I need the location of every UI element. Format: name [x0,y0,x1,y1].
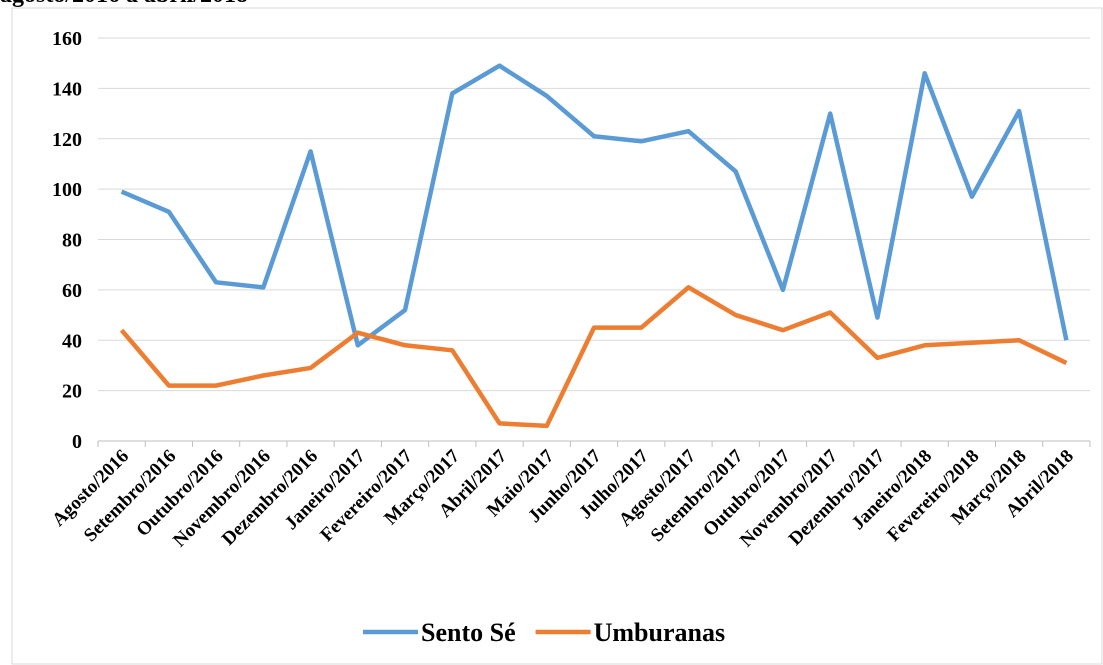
y-tick-label: 40 [62,330,82,352]
series-line [119,285,1068,429]
chart-title: agosto/2016 a abril/2018 [0,0,248,8]
y-tick-label: 160 [52,28,82,50]
y-tick-label: 0 [72,431,82,453]
y-tick-label: 120 [52,129,82,151]
y-tick-label: 140 [52,78,82,100]
chart-frame [11,7,1103,665]
series-line [120,63,1069,348]
y-tick-label: 60 [62,280,82,302]
y-tick-label: 20 [62,381,82,403]
legend-label: Umburanas [594,618,725,647]
y-tick-label: 100 [52,179,82,201]
legend-label: Sento Sé [421,618,516,647]
y-tick-label: 80 [62,230,82,252]
